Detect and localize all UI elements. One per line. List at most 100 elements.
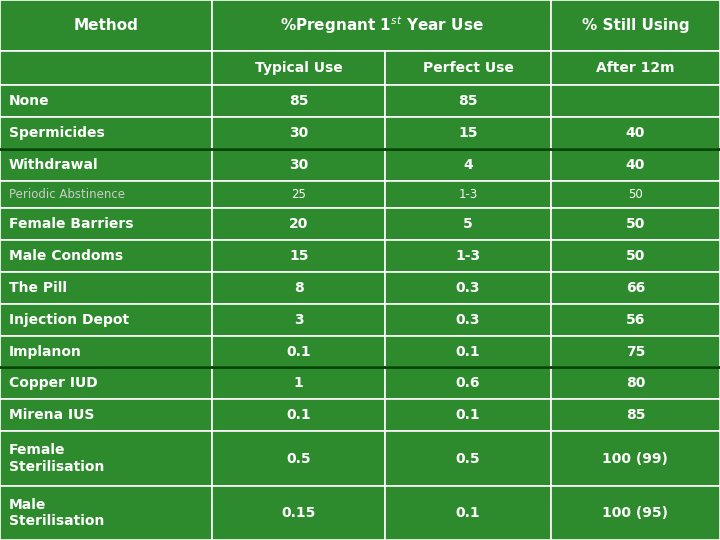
Text: 1: 1: [294, 376, 304, 390]
Text: Mirena IUS: Mirena IUS: [9, 408, 94, 422]
Text: 30: 30: [289, 158, 308, 172]
Bar: [551, 85, 720, 117]
Text: Typical Use: Typical Use: [255, 61, 343, 75]
Text: 85: 85: [289, 94, 309, 108]
Bar: [551, 303, 720, 335]
Text: 20: 20: [289, 217, 308, 231]
Text: 0.1: 0.1: [287, 408, 311, 422]
Text: 5: 5: [463, 217, 473, 231]
Text: None: None: [9, 94, 49, 108]
Bar: [0, 303, 212, 335]
Bar: [0, 485, 212, 540]
Bar: [0, 85, 212, 117]
Text: % Still Using: % Still Using: [582, 18, 689, 33]
Bar: [551, 51, 720, 85]
Text: Female Barriers: Female Barriers: [9, 217, 133, 231]
Text: 25: 25: [292, 188, 306, 201]
Text: 1-3: 1-3: [459, 188, 477, 201]
Text: 40: 40: [626, 158, 645, 172]
Text: 56: 56: [626, 313, 645, 327]
Text: Spermicides: Spermicides: [9, 126, 104, 140]
Bar: [551, 335, 720, 368]
Text: 30: 30: [289, 126, 308, 140]
Text: 0.3: 0.3: [456, 281, 480, 295]
Bar: [212, 117, 385, 148]
Bar: [551, 431, 720, 485]
Bar: [212, 51, 385, 85]
Bar: [212, 180, 385, 208]
Bar: [212, 208, 385, 240]
Text: 50: 50: [626, 249, 645, 262]
Bar: [385, 180, 551, 208]
Bar: [212, 303, 385, 335]
Bar: [385, 85, 551, 117]
Bar: [385, 148, 551, 180]
Text: 50: 50: [626, 217, 645, 231]
Text: Method: Method: [73, 18, 139, 33]
Text: 85: 85: [458, 94, 478, 108]
Text: Periodic Abstinence: Periodic Abstinence: [9, 188, 125, 201]
Bar: [212, 400, 385, 431]
Text: 66: 66: [626, 281, 645, 295]
Bar: [0, 148, 212, 180]
Bar: [0, 51, 212, 85]
Text: The Pill: The Pill: [9, 281, 67, 295]
Text: Injection Depot: Injection Depot: [9, 313, 129, 327]
Bar: [551, 180, 720, 208]
Text: 100 (99): 100 (99): [603, 451, 668, 465]
Bar: [385, 303, 551, 335]
Text: 50: 50: [628, 188, 643, 201]
Bar: [551, 240, 720, 272]
Bar: [212, 485, 385, 540]
Bar: [551, 485, 720, 540]
Text: Perfect Use: Perfect Use: [423, 61, 513, 75]
Bar: [0, 180, 212, 208]
Bar: [0, 0, 212, 51]
Bar: [551, 0, 720, 51]
Text: 0.5: 0.5: [456, 451, 480, 465]
Bar: [0, 431, 212, 485]
Text: Copper IUD: Copper IUD: [9, 376, 97, 390]
Bar: [551, 117, 720, 148]
Bar: [551, 368, 720, 400]
Text: Male
Sterilisation: Male Sterilisation: [9, 498, 104, 528]
Bar: [212, 335, 385, 368]
Bar: [385, 431, 551, 485]
Text: Withdrawal: Withdrawal: [9, 158, 98, 172]
Text: 0.3: 0.3: [456, 313, 480, 327]
Text: 100 (95): 100 (95): [603, 506, 668, 520]
Bar: [551, 272, 720, 303]
Bar: [0, 208, 212, 240]
Text: 3: 3: [294, 313, 304, 327]
Bar: [385, 208, 551, 240]
Bar: [212, 85, 385, 117]
Bar: [385, 368, 551, 400]
Text: 0.1: 0.1: [287, 345, 311, 359]
Text: 0.1: 0.1: [456, 408, 480, 422]
Text: 1-3: 1-3: [456, 249, 480, 262]
Bar: [385, 117, 551, 148]
Text: 75: 75: [626, 345, 645, 359]
Text: Male Condoms: Male Condoms: [9, 249, 123, 262]
Text: %Pregnant 1$^{st}$ Year Use: %Pregnant 1$^{st}$ Year Use: [280, 15, 483, 37]
Text: 0.15: 0.15: [282, 506, 316, 520]
Text: 85: 85: [626, 408, 645, 422]
Text: 0.1: 0.1: [456, 506, 480, 520]
Bar: [0, 335, 212, 368]
Bar: [0, 240, 212, 272]
Bar: [212, 368, 385, 400]
Bar: [0, 368, 212, 400]
Bar: [0, 272, 212, 303]
Text: Implanon: Implanon: [9, 345, 81, 359]
Text: 15: 15: [289, 249, 309, 262]
Bar: [385, 51, 551, 85]
Text: 0.5: 0.5: [287, 451, 311, 465]
Bar: [385, 400, 551, 431]
Text: Female
Sterilisation: Female Sterilisation: [9, 443, 104, 474]
Bar: [212, 148, 385, 180]
Bar: [212, 431, 385, 485]
Text: After 12m: After 12m: [596, 61, 675, 75]
Bar: [551, 400, 720, 431]
Bar: [212, 272, 385, 303]
Bar: [551, 148, 720, 180]
